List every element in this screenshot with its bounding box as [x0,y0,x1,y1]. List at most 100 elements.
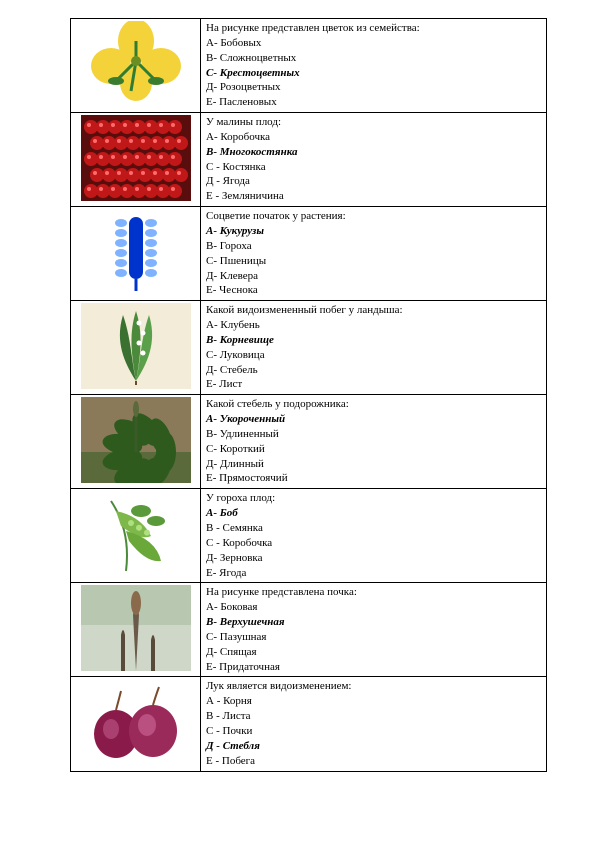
option-text: Боковая [220,601,257,613]
option-text: Бобовых [220,37,261,49]
answer-option: Е- Придаточная [206,660,541,675]
corn-spadix-diagram-icon [81,209,191,295]
question-text-cell: Какой видоизмененный побег у ландыша:А- … [201,301,547,395]
answer-option: Д- Длинный [206,457,541,472]
option-text: Розоцветных [220,81,281,93]
option-letter: А- [206,413,217,425]
answer-option: В- Многокостянка [206,145,541,160]
answer-option: А- Боковая [206,600,541,615]
option-text: Придаточная [219,661,280,673]
option-text: Корня [223,695,252,707]
answer-option: В- Удлиненный [206,427,541,442]
answer-option: В - Листа [206,709,541,724]
answer-option: Д - Стебля [206,739,541,754]
question-text: Соцветие початок у растения: [206,209,541,224]
answer-option: С- Пазушная [206,630,541,645]
option-letter: А- [206,225,217,237]
question-text-cell: У гороха плод:А- БобВ - СемянкаС - Короб… [201,489,547,583]
quiz-table: На рисунке представлен цветок из семейст… [70,18,547,772]
plantain-rosette-icon [81,397,191,483]
yellow-flower-cruciferae-icon [81,21,191,107]
answer-option: Е - Земляничина [206,189,541,204]
option-letter: С - [206,161,220,173]
option-text: Стебель [220,364,258,376]
option-letter: В- [206,52,217,64]
option-text: Верхушечная [220,616,285,628]
question-text: На рисунке представлен цветок из семейст… [206,21,541,36]
answer-option: Е - Побега [206,754,541,769]
question-image-cell [71,19,201,113]
option-letter: Е- [206,472,216,484]
option-text: Укороченный [220,413,285,425]
question-text: Лук является видоизменением: [206,679,541,694]
answer-option: С - Почки [206,724,541,739]
option-letter: А - [206,695,220,707]
question-text: У гороха плод: [206,491,541,506]
answer-option: В- Верхушечная [206,615,541,630]
question-text-cell: Лук является видоизменением:А - КорняВ -… [201,677,547,771]
option-text: Клубень [220,319,259,331]
option-letter: С - [206,537,220,549]
table-row: Лук является видоизменением:А - КорняВ -… [71,677,547,771]
answer-option: Е- Чеснока [206,283,541,298]
answer-option: А - Корня [206,694,541,709]
option-text: Удлиненный [220,428,279,440]
option-text: Длинный [220,458,264,470]
option-text: Стебля [223,740,260,752]
answer-option: В- Гороха [206,239,541,254]
option-text: Зерновка [220,552,263,564]
option-text: Почки [223,725,253,737]
option-text: Корневище [220,334,274,346]
option-text: Луковица [220,349,265,361]
option-text: Коробочка [223,537,273,549]
answer-option: Д- Зерновка [206,551,541,566]
answer-option: А- Боб [206,506,541,521]
option-letter: В- [206,146,217,158]
table-row: Какой видоизмененный побег у ландыша:А- … [71,301,547,395]
option-letter: А- [206,131,218,143]
option-text: Спящая [220,646,257,658]
answer-option: Д- Спящая [206,645,541,660]
option-text: Побега [222,755,255,767]
table-row: На рисунке представлен цветок из семейст… [71,19,547,113]
option-letter: Д - [206,175,220,187]
option-letter: В- [206,428,217,440]
table-row: Какой стебель у подорожника:А- Укороченн… [71,395,547,489]
question-text: Какой видоизмененный побег у ландыша: [206,303,541,318]
question-text-cell: На рисунке представлена почка:А- Боковая… [201,583,547,677]
option-text: Коробочка [220,131,270,143]
answer-option: А- Кукурузы [206,224,541,239]
option-letter: В - [206,522,220,534]
option-text: Боб [220,507,238,519]
option-text: Крестоцветных [220,67,300,79]
option-text: Кукурузы [220,225,264,237]
answer-option: С- Короткий [206,442,541,457]
option-text: Сложноцветных [220,52,297,64]
option-letter: Е- [206,378,216,390]
option-text: Прямостоячий [219,472,287,484]
option-text: Гороха [220,240,252,252]
apical-bud-branch-icon [81,585,191,671]
table-row: У малины плод:А- КоробочкаВ- Многокостян… [71,113,547,207]
option-text: Короткий [220,443,265,455]
answer-option: А- Коробочка [206,130,541,145]
option-text: Листа [223,710,251,722]
option-text: Ягода [223,175,250,187]
option-letter: С- [206,67,217,79]
option-text: Многокостянка [220,146,298,158]
pea-pod-plant-icon [81,491,191,577]
option-letter: А- [206,601,218,613]
option-letter: Е- [206,284,216,296]
answer-option: В - Семянка [206,521,541,536]
question-image-cell [71,583,201,677]
option-letter: Д- [206,81,217,93]
answer-option: А- Бобовых [206,36,541,51]
question-text: Какой стебель у подорожника: [206,397,541,412]
table-row: Соцветие початок у растения:А- КукурузыВ… [71,207,547,301]
option-text: Лист [219,378,242,390]
red-onion-bulbs-icon [81,679,191,765]
answer-option: А- Клубень [206,318,541,333]
option-text: Земляничина [222,190,284,202]
question-image-cell [71,489,201,583]
answer-option: Д- Клевера [206,269,541,284]
